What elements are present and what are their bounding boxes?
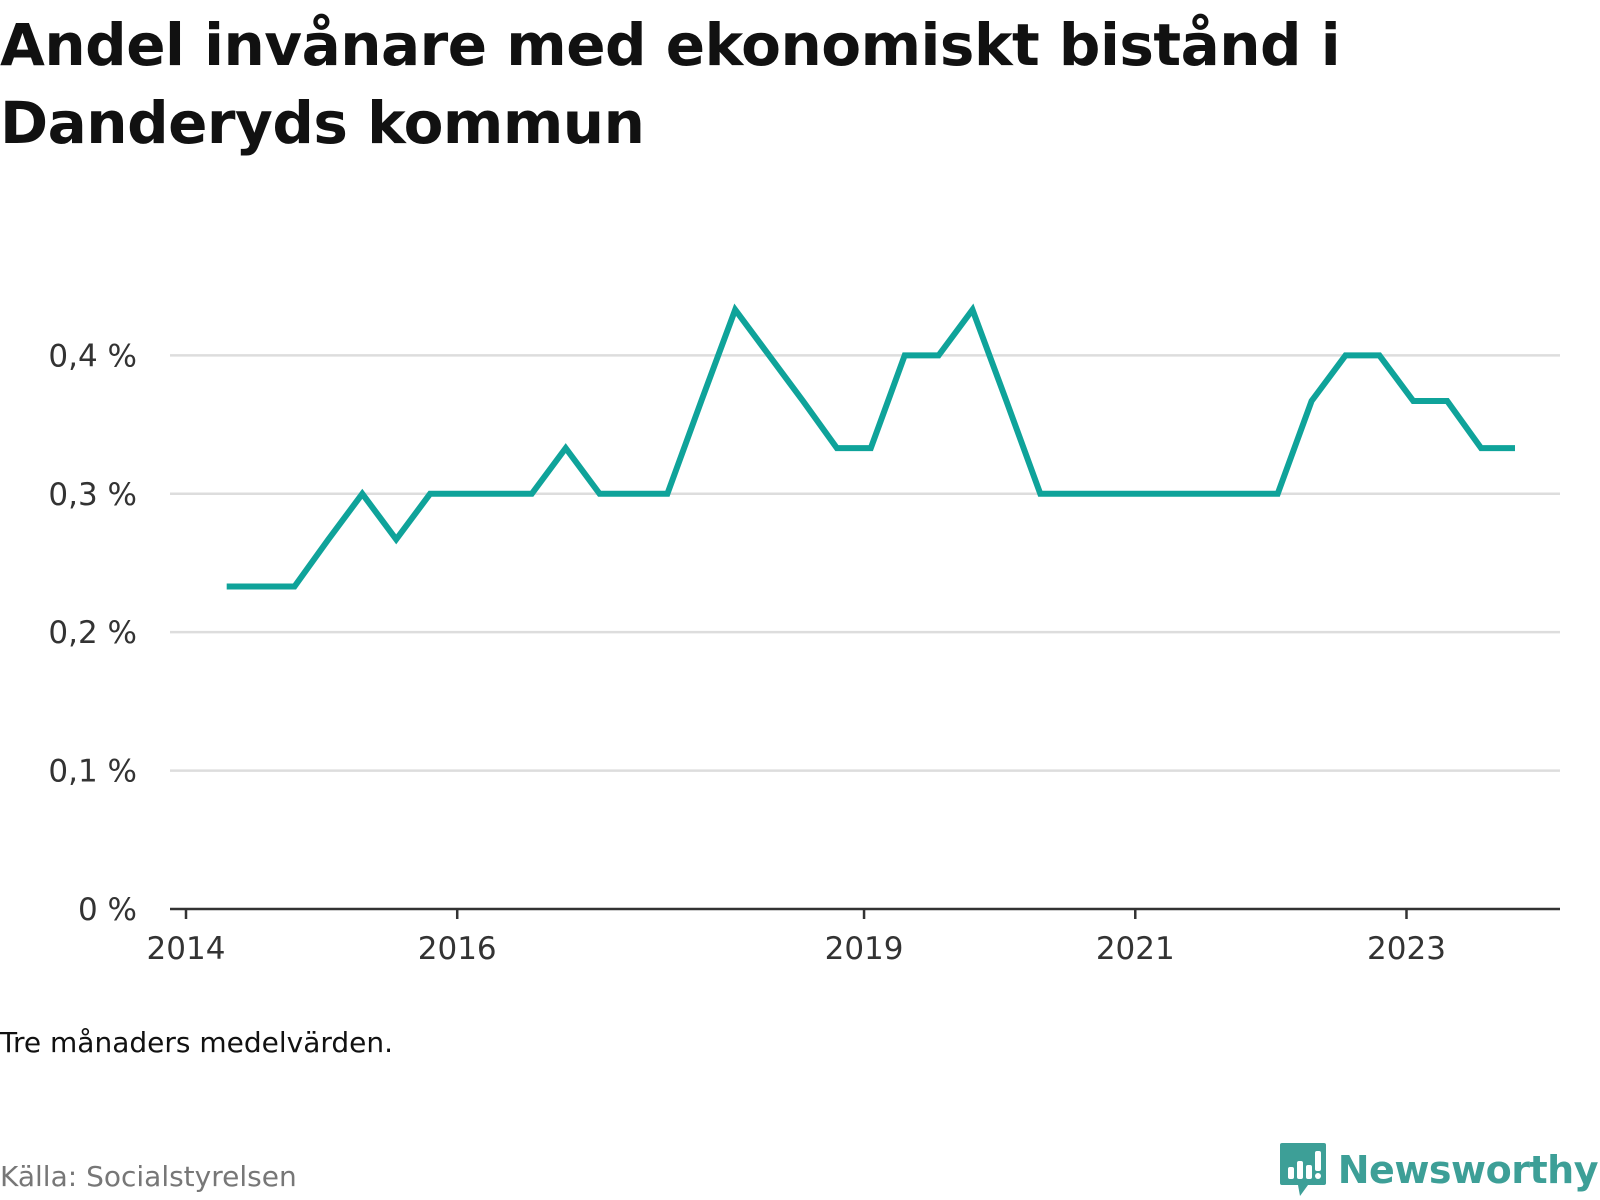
- x-tick-label: 2019: [825, 931, 904, 967]
- bar-chart-speech-bubble-icon: [1279, 1143, 1326, 1196]
- chart-note: Tre månaders medelvärden.: [0, 1026, 394, 1059]
- y-tick-label: 0,3 %: [48, 477, 137, 513]
- y-tick-label: 0,4 %: [48, 338, 137, 374]
- x-axis: 2014 2016 2019 2021 2023: [147, 907, 1560, 967]
- source-label: Källa: Socialstyrelsen: [0, 1160, 297, 1193]
- x-tick-label: 2014: [147, 931, 226, 967]
- series-group: [226, 303, 1515, 590]
- y-tick-label: 0 %: [78, 892, 137, 928]
- gridlines: [170, 354, 1560, 772]
- y-tick-label: 0,2 %: [48, 615, 137, 651]
- series-line: [226, 303, 1515, 590]
- y-axis-ticks: 0 % 0,1 % 0,2 % 0,3 % 0,4 %: [48, 338, 137, 928]
- x-tick-label: 2023: [1367, 931, 1446, 967]
- line-chart: 0 % 0,1 % 0,2 % 0,3 % 0,4 % 2014 2016 2019 2021…: [48, 303, 1560, 967]
- x-tick-label: 2016: [418, 931, 497, 967]
- x-tick-label: 2021: [1096, 931, 1175, 967]
- newsworthy-logo: Newsworthy: [1278, 1142, 1599, 1198]
- y-tick-label: 0,1 %: [48, 754, 137, 790]
- logo-text: Newsworthy: [1337, 1148, 1599, 1192]
- chart-title: Andel invånare med ekonomiskt bistånd i …: [0, 11, 1341, 157]
